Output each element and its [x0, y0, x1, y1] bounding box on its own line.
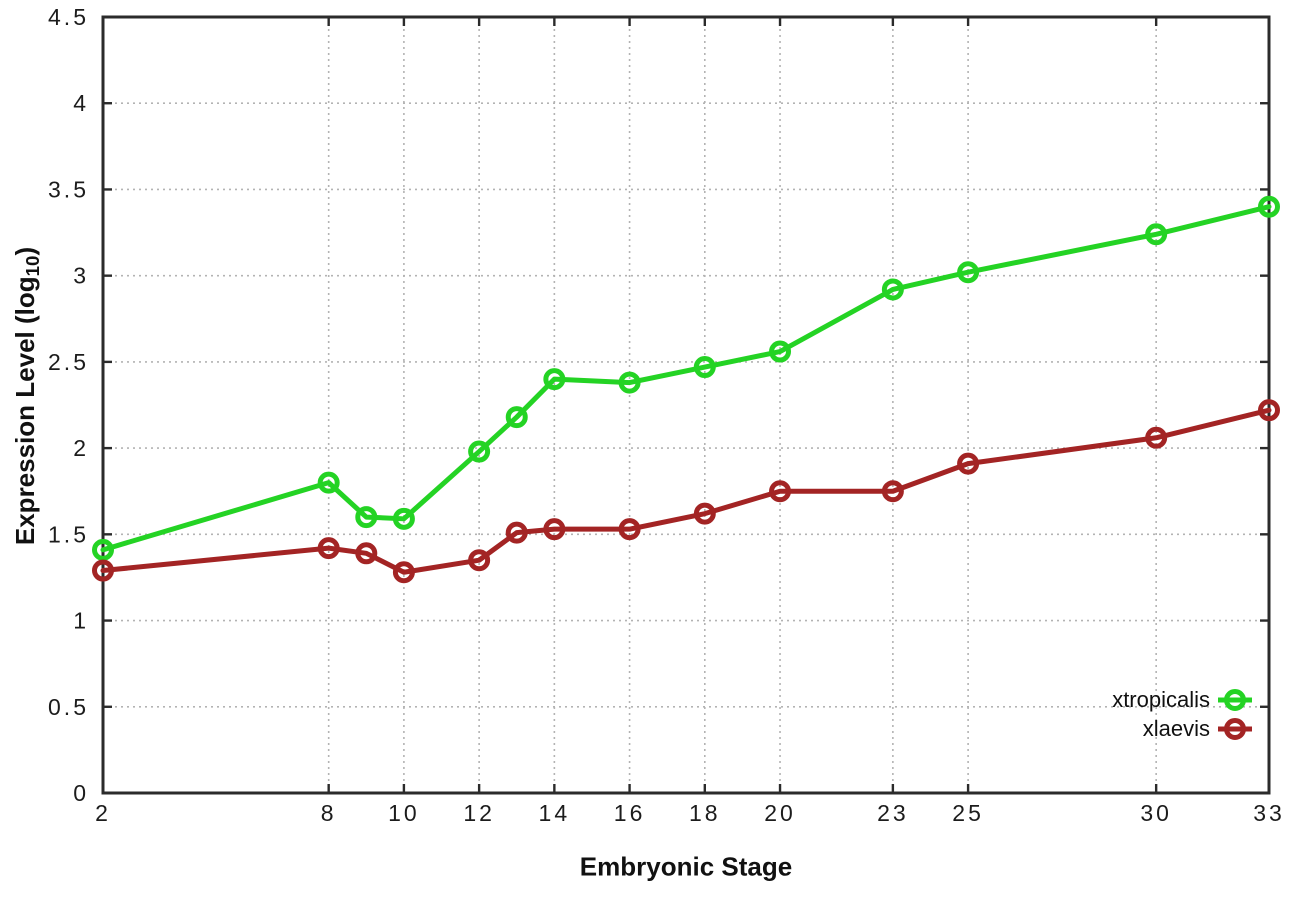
data-point-xtropicalis: [543, 368, 566, 391]
y-tick-label: 0.5: [48, 694, 89, 720]
series-xlaevis: [92, 399, 1280, 584]
series-line-xlaevis: [100, 407, 1272, 575]
x-tick-label: 23: [877, 800, 909, 826]
y-tick-label: 3: [73, 263, 89, 289]
y-tick-label: 4: [73, 90, 89, 116]
x-tick-label: 8: [321, 800, 337, 826]
legend-marker-icon: [1218, 718, 1252, 740]
x-tick-label: 30: [1140, 800, 1172, 826]
series-line-xtropicalis: [100, 204, 1272, 553]
data-point-xlaevis: [505, 521, 528, 544]
data-point-xlaevis: [618, 518, 641, 541]
x-tick-label: 25: [952, 800, 984, 826]
gridlines: [103, 17, 1269, 793]
tick-marks: [101, 15, 1271, 795]
y-tick-label: 0: [73, 780, 89, 806]
data-point-xlaevis: [1145, 426, 1168, 449]
x-tick-label: 33: [1253, 800, 1285, 826]
x-tick-label: 20: [764, 800, 796, 826]
x-tick-label: 18: [689, 800, 721, 826]
data-point-xlaevis: [957, 452, 980, 475]
data-point-xtropicalis: [618, 371, 641, 394]
legend-marker-icon: [1218, 689, 1252, 711]
data-point-xlaevis: [1258, 399, 1280, 422]
y-tick-label: 4.5: [48, 4, 89, 30]
data-point-xtropicalis: [881, 278, 904, 301]
y-tick-label: 1: [73, 608, 89, 634]
legend-entry-xtropicalis: xtropicalis: [1112, 687, 1252, 713]
series-xtropicalis: [92, 195, 1280, 561]
plot-border: [101, 15, 1271, 795]
x-tick-label: 2: [95, 800, 111, 826]
data-point-xtropicalis: [92, 538, 114, 561]
data-point-xlaevis: [693, 502, 716, 525]
legend-entry-xlaevis: xlaevis: [1143, 716, 1252, 742]
data-point-xlaevis: [769, 480, 792, 503]
y-tick-label: 3.5: [48, 176, 89, 202]
data-point-xtropicalis: [317, 471, 340, 494]
data-point-xlaevis: [468, 549, 491, 572]
y-tick-labels: 0 0.5 1 1.5 2 2.5 3 3.5 4 4.5: [48, 4, 89, 806]
data-point-xlaevis: [317, 537, 340, 560]
data-point-xlaevis: [355, 542, 378, 565]
x-tick-label: 14: [539, 800, 571, 826]
data-point-xtropicalis: [1145, 223, 1168, 246]
data-point-xtropicalis: [392, 507, 415, 530]
data-point-xtropicalis: [769, 340, 792, 363]
y-axis-title: Expression Level (log10): [10, 247, 44, 545]
data-point-xtropicalis: [957, 261, 980, 284]
data-point-xlaevis: [92, 559, 114, 582]
data-point-xlaevis: [392, 561, 415, 584]
x-tick-label: 12: [463, 800, 495, 826]
x-axis-title: Embryonic Stage: [579, 851, 793, 882]
y-tick-label: 2: [73, 435, 89, 461]
x-tick-label: 16: [614, 800, 646, 826]
legend-label: xtropicalis: [1112, 687, 1210, 712]
y-axis-title-suffix: ): [10, 246, 41, 256]
data-point-xtropicalis: [1258, 195, 1280, 218]
data-point-xtropicalis: [693, 356, 716, 379]
x-tick-label: 10: [388, 800, 420, 826]
data-point-xlaevis: [881, 480, 904, 503]
data-point-xtropicalis: [505, 406, 528, 429]
y-axis-title-subscript: 10: [21, 255, 43, 277]
legend-label: xlaevis: [1142, 716, 1210, 741]
data-point-xtropicalis: [355, 506, 378, 529]
y-tick-label: 1.5: [48, 521, 89, 547]
y-axis-title-text: Expression Level (log: [10, 276, 41, 546]
data-point-xtropicalis: [468, 440, 491, 463]
legend: xtropicalis xlaevis: [1112, 687, 1252, 742]
y-tick-label: 2.5: [48, 349, 89, 375]
data-point-xlaevis: [543, 518, 566, 541]
x-tick-labels: 2 8 10 12 14 16 18 20 23 25 30 33: [95, 800, 1285, 826]
